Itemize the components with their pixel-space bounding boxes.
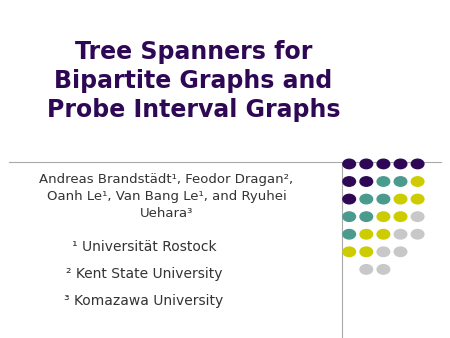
Circle shape: [343, 177, 356, 186]
Text: Tree Spanners for
Bipartite Graphs and
Probe Interval Graphs: Tree Spanners for Bipartite Graphs and P…: [47, 40, 340, 122]
Circle shape: [343, 194, 356, 204]
Circle shape: [394, 247, 407, 257]
Circle shape: [377, 265, 390, 274]
Circle shape: [343, 159, 356, 169]
Circle shape: [394, 212, 407, 221]
Circle shape: [394, 230, 407, 239]
Text: Andreas Brandstädt¹, Feodor Dragan²,
Oanh Le¹, Van Bang Le¹, and Ryuhei
Uehara³: Andreas Brandstädt¹, Feodor Dragan², Oan…: [40, 172, 293, 220]
Circle shape: [360, 177, 373, 186]
Circle shape: [360, 230, 373, 239]
Circle shape: [411, 194, 424, 204]
Circle shape: [394, 177, 407, 186]
Circle shape: [343, 247, 356, 257]
Text: ¹ Universität Rostock: ¹ Universität Rostock: [72, 240, 216, 254]
Circle shape: [411, 212, 424, 221]
Circle shape: [411, 230, 424, 239]
Circle shape: [360, 247, 373, 257]
Circle shape: [377, 177, 390, 186]
Circle shape: [343, 230, 356, 239]
Circle shape: [394, 194, 407, 204]
Text: ² Kent State University: ² Kent State University: [66, 267, 222, 281]
Circle shape: [360, 212, 373, 221]
Circle shape: [411, 159, 424, 169]
Circle shape: [377, 212, 390, 221]
Circle shape: [411, 177, 424, 186]
Circle shape: [377, 247, 390, 257]
Text: ³ Komazawa University: ³ Komazawa University: [64, 294, 224, 308]
Circle shape: [360, 159, 373, 169]
Circle shape: [394, 159, 407, 169]
Circle shape: [360, 265, 373, 274]
Circle shape: [377, 230, 390, 239]
Circle shape: [377, 194, 390, 204]
Circle shape: [360, 194, 373, 204]
Circle shape: [377, 159, 390, 169]
Circle shape: [343, 212, 356, 221]
